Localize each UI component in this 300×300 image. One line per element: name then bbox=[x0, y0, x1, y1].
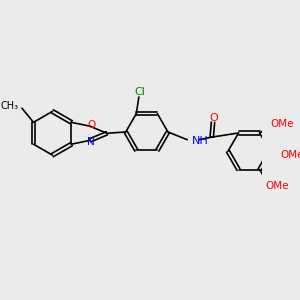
Text: OMe: OMe bbox=[280, 150, 300, 160]
Text: O: O bbox=[209, 112, 218, 123]
Text: N: N bbox=[87, 136, 95, 147]
Text: Cl: Cl bbox=[135, 87, 146, 97]
Text: CH₃: CH₃ bbox=[1, 101, 19, 111]
Text: OMe: OMe bbox=[266, 181, 289, 190]
Text: OMe: OMe bbox=[271, 119, 294, 129]
Text: O: O bbox=[88, 120, 96, 130]
Text: NH: NH bbox=[192, 136, 209, 146]
